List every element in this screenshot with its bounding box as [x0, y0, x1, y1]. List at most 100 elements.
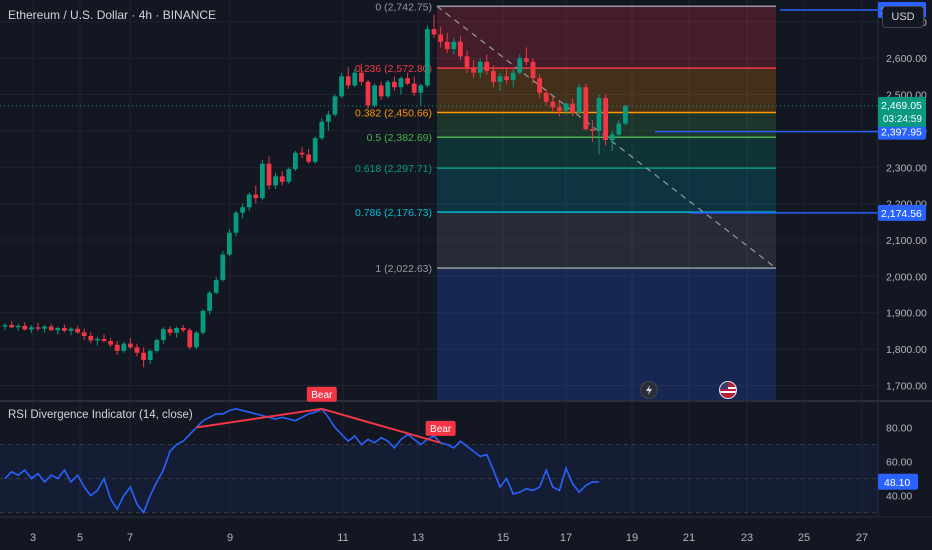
candle-body	[68, 328, 74, 331]
candle-body	[524, 58, 529, 62]
candle	[121, 341, 127, 353]
candle	[504, 67, 509, 84]
candle-body	[530, 61, 536, 79]
fib-level-label: 0.382 (2,450.66)	[355, 107, 432, 119]
candle	[385, 80, 391, 99]
fib-level-label: 0.5 (2,382.69)	[367, 132, 432, 144]
candle-body	[590, 129, 595, 131]
candle	[48, 323, 54, 331]
time-tick-label: 21	[683, 532, 695, 544]
candle	[537, 74, 542, 99]
candle	[359, 63, 364, 86]
us-flag-event-icon[interactable]	[719, 381, 737, 399]
countdown-text: 03:24:59	[883, 114, 922, 125]
candle-body	[48, 326, 54, 331]
candle	[299, 147, 305, 159]
time-tick-label: 9	[227, 532, 233, 544]
candle	[623, 105, 628, 126]
candle	[293, 150, 298, 171]
candle	[180, 325, 186, 333]
bear-label-text: Bear	[311, 390, 333, 401]
fib-level-label: 0 (2,742.75)	[375, 1, 432, 13]
candle	[603, 94, 608, 146]
candle	[22, 322, 28, 331]
candle-body	[134, 347, 140, 353]
candle	[260, 160, 265, 200]
candle	[451, 38, 457, 55]
candle-body	[491, 70, 496, 82]
lightning-event-icon[interactable]	[640, 381, 658, 399]
candle-body	[576, 87, 582, 113]
current-price-tag: 2,469.05 03:24:59	[878, 96, 926, 127]
candle-body	[194, 332, 199, 348]
time-tick-label: 15	[497, 532, 509, 544]
candle	[471, 60, 476, 79]
candle	[497, 72, 503, 91]
candle-body	[484, 61, 490, 71]
candle	[438, 27, 443, 48]
candle	[570, 98, 575, 117]
rsi-pane: 80.00 60.00 40.00 Bear Bear	[0, 386, 912, 515]
candle-body	[339, 76, 344, 97]
rsi-value-box	[878, 473, 918, 490]
candle	[398, 76, 404, 95]
candle	[68, 327, 74, 336]
candle	[418, 83, 424, 106]
candle	[616, 120, 622, 137]
candle-body	[154, 340, 160, 351]
fib-zone	[437, 212, 776, 269]
fib-level-label: 0.786 (2,176.73)	[355, 207, 432, 219]
price-tick-label: 2,600.00	[886, 53, 927, 65]
candle	[227, 229, 232, 257]
candle-body	[88, 336, 94, 341]
candle-body	[563, 103, 569, 111]
candle-body	[385, 81, 391, 97]
fib-level-label: 1 (2,022.63)	[375, 263, 432, 275]
candle	[583, 83, 589, 131]
time-tick-label: 23	[741, 532, 753, 544]
currency-button[interactable]: USD	[882, 6, 924, 28]
candle	[141, 347, 146, 368]
candle	[81, 328, 87, 340]
candle	[174, 326, 179, 338]
candle-body	[570, 103, 575, 113]
candle-body	[332, 96, 338, 115]
candle	[491, 65, 496, 88]
candle-body	[253, 194, 259, 199]
candle-body	[121, 343, 127, 351]
symbol-title: Ethereum / U.S. Dollar · 4h · BINANCE	[8, 8, 217, 22]
candle	[233, 210, 239, 237]
candle	[609, 130, 615, 151]
candle-body	[451, 41, 457, 50]
candle	[213, 277, 219, 295]
candle-body	[477, 61, 483, 73]
candle-body	[510, 72, 516, 80]
candle-body	[213, 280, 219, 293]
price-tick-label: 1,900.00	[886, 308, 927, 320]
candle	[543, 89, 549, 106]
time-tick-label: 19	[626, 532, 638, 544]
candle	[312, 136, 318, 164]
candle-body	[517, 58, 523, 73]
price-tick-label: 2,300.00	[886, 162, 927, 174]
candle	[200, 309, 206, 335]
candle-body	[352, 72, 358, 86]
candle	[279, 170, 285, 186]
candle-body	[537, 78, 542, 93]
candle	[266, 156, 272, 190]
candle-body	[101, 338, 107, 342]
fib-extension-zone	[437, 268, 776, 400]
candle-body	[616, 123, 622, 135]
candle	[42, 325, 47, 333]
candle	[590, 120, 595, 142]
candle	[220, 250, 226, 282]
candle	[405, 72, 410, 86]
bear-label-box	[306, 386, 337, 402]
candle-body	[299, 152, 305, 155]
price-tick-label: 1,800.00	[886, 344, 927, 356]
candle	[194, 330, 199, 350]
candle-body	[174, 328, 179, 333]
candle	[339, 72, 344, 99]
candle-body	[42, 326, 47, 329]
